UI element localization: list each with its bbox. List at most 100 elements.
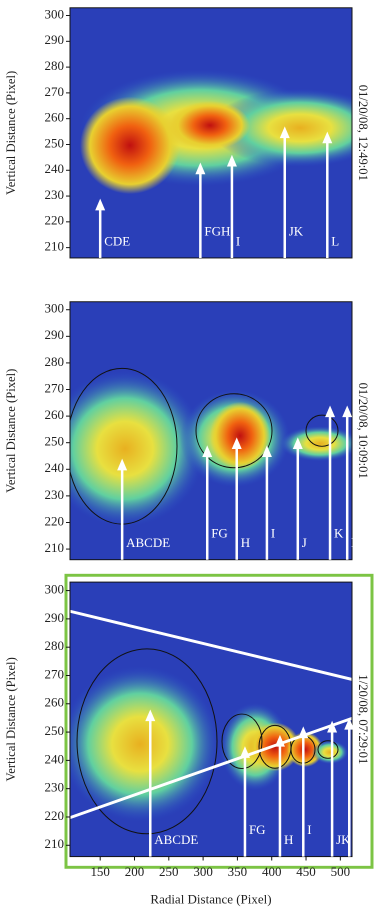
intensity-region xyxy=(312,740,348,764)
boundary-line xyxy=(70,609,352,681)
x-axis-label: Radial Distance (Pixel) xyxy=(150,892,271,906)
arrow-label: FG xyxy=(211,526,228,540)
y-tick-label: 260 xyxy=(45,696,64,710)
y-tick-label: 240 xyxy=(45,162,64,176)
y-tick-label: 220 xyxy=(45,515,64,529)
arrow-head xyxy=(327,720,338,733)
intensity-region xyxy=(210,401,270,470)
timestamp: 01/20/08, 12:49:01 xyxy=(356,85,370,181)
arrow xyxy=(292,437,303,560)
arrow-label: JK xyxy=(336,833,351,847)
arrow-label: I xyxy=(236,234,240,248)
x-tick-label: 300 xyxy=(193,865,212,879)
arrow xyxy=(325,405,336,560)
arrow-label: ABCDE xyxy=(154,833,198,847)
arrow xyxy=(327,720,338,857)
arrow-label: ABCDE xyxy=(126,536,170,550)
arrow-head xyxy=(145,709,156,722)
arrow xyxy=(231,437,242,560)
arrow xyxy=(298,726,309,857)
x-tick-label: 250 xyxy=(159,865,178,879)
arrow-head xyxy=(261,445,272,458)
arrow xyxy=(202,445,213,560)
y-tick-label: 220 xyxy=(45,809,64,823)
arrow-label: H xyxy=(241,536,250,550)
arrow-head xyxy=(292,437,303,450)
arrow-head xyxy=(226,154,237,167)
x-tick-label: 350 xyxy=(228,865,247,879)
plot-frame xyxy=(69,301,353,561)
arrow-label: JK xyxy=(289,225,304,239)
arrow xyxy=(279,126,290,258)
x-tick-label: 400 xyxy=(262,865,281,879)
region-circle xyxy=(195,393,273,469)
arrow xyxy=(226,154,237,258)
x-tick-label: 500 xyxy=(331,865,350,879)
heatmap xyxy=(70,582,352,857)
arrow-head xyxy=(325,405,336,418)
y-tick-label: 250 xyxy=(45,724,64,738)
arrow-label: FG xyxy=(249,823,266,837)
y-tick-label: 280 xyxy=(45,355,64,369)
arrow-head xyxy=(117,458,128,471)
x-tick-label: 200 xyxy=(125,865,144,879)
arrow xyxy=(117,458,128,560)
arrow-label: J xyxy=(302,536,307,550)
arrow-head xyxy=(195,162,206,175)
intensity-region xyxy=(70,666,220,822)
arrow xyxy=(239,746,250,857)
arrow-head xyxy=(322,131,333,144)
intensity-region xyxy=(70,370,205,527)
y-axis-label: Vertical Distance (Pixel) xyxy=(4,369,18,493)
heatmap xyxy=(70,301,352,560)
arrow xyxy=(195,162,206,258)
region-circle xyxy=(76,648,218,835)
arrow-head xyxy=(274,734,285,747)
arrow-label: K xyxy=(353,823,363,837)
arrow-label: I xyxy=(271,526,275,540)
arrow xyxy=(342,405,353,560)
y-tick-label: 280 xyxy=(45,59,64,73)
intensity-region xyxy=(210,88,352,167)
timestamp: 01/20/08, 10:09:01 xyxy=(356,383,370,479)
arrow-label: CDE xyxy=(104,234,130,248)
arrow-label: L xyxy=(351,536,359,550)
y-tick-label: 300 xyxy=(45,302,64,316)
arrow-label: I xyxy=(307,823,311,837)
y-tick-label: 270 xyxy=(45,85,64,99)
y-tick-label: 300 xyxy=(45,8,64,22)
arrow-head xyxy=(279,126,290,139)
arrow xyxy=(322,131,333,258)
arrow xyxy=(95,198,106,258)
y-tick-label: 230 xyxy=(45,781,64,795)
y-tick-label: 230 xyxy=(45,488,64,502)
y-tick-label: 280 xyxy=(45,639,64,653)
y-tick-label: 260 xyxy=(45,408,64,422)
arrow-label: K xyxy=(334,526,344,540)
arrow-head xyxy=(298,726,309,739)
arrow xyxy=(145,709,156,857)
y-tick-label: 210 xyxy=(45,541,64,555)
y-tick-label: 300 xyxy=(45,583,64,597)
y-tick-label: 210 xyxy=(45,837,64,851)
y-axis-label: Vertical Distance (Pixel) xyxy=(4,71,18,195)
y-axis-label: Vertical Distance (Pixel) xyxy=(4,657,18,781)
y-tick-label: 250 xyxy=(45,137,64,151)
y-tick-label: 240 xyxy=(45,752,64,766)
arrow-label: FGH xyxy=(204,225,230,239)
arrow-head xyxy=(342,405,353,418)
arrow-head xyxy=(344,717,355,730)
y-tick-label: 210 xyxy=(45,240,64,254)
y-tick-label: 270 xyxy=(45,668,64,682)
y-tick-label: 270 xyxy=(45,382,64,396)
region-circle xyxy=(305,414,339,447)
highlight-frame xyxy=(64,573,374,869)
y-tick-label: 290 xyxy=(45,33,64,47)
y-tick-label: 290 xyxy=(45,611,64,625)
y-tick-label: 220 xyxy=(45,214,64,228)
arrow-label: L xyxy=(331,234,339,248)
region-circle xyxy=(317,740,339,759)
arrow-head xyxy=(231,437,242,450)
arrow xyxy=(344,717,355,857)
intensity-region xyxy=(80,96,180,195)
